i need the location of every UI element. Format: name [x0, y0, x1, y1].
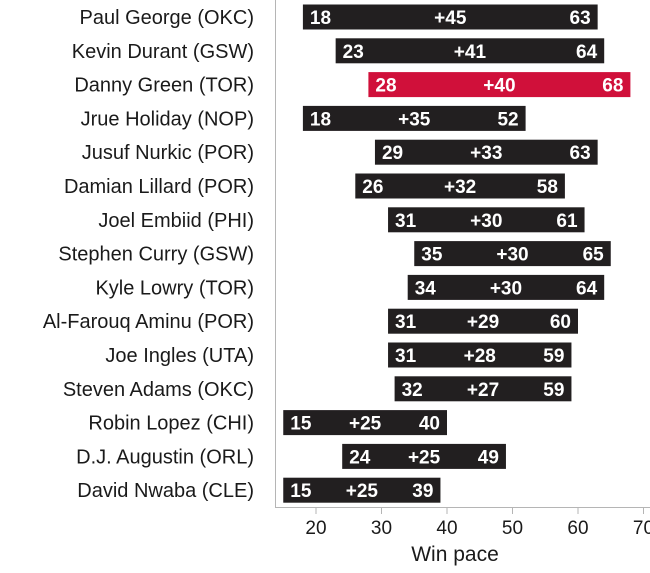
- x-tick-label: 20: [305, 518, 326, 539]
- bar-start-value: 15: [290, 414, 312, 435]
- player-label: Kyle Lowry (TOR): [95, 277, 254, 299]
- bar-difference-value: +30: [496, 245, 528, 266]
- x-axis-title: Win pace: [411, 543, 499, 566]
- range-bar: [414, 241, 611, 267]
- bar-end-value: 58: [537, 177, 558, 198]
- bar-end-value: 60: [550, 312, 571, 333]
- range-bar: [388, 308, 578, 334]
- player-label: Paul George (OKC): [79, 7, 254, 29]
- player-label: D.J. Augustin (ORL): [76, 446, 254, 468]
- range-bar: [388, 207, 585, 233]
- x-axis-ticks: 20 30 40 50 60 70: [305, 508, 650, 539]
- player-label: Joel Embiid (PHI): [98, 210, 254, 232]
- bar-end-value: 59: [543, 380, 564, 401]
- bar-end-value: 63: [570, 8, 591, 29]
- bar-difference-value: +25: [346, 481, 379, 502]
- player-label: Robin Lopez (CHI): [88, 413, 254, 435]
- bar-start-value: 29: [382, 143, 403, 164]
- bar-start-value: 35: [421, 245, 443, 266]
- bar-start-value: 26: [362, 177, 383, 198]
- bar-start-value: 18: [310, 109, 331, 130]
- player-label: Joe Ingles (UTA): [105, 345, 254, 367]
- player-label: Steven Adams (OKC): [63, 379, 254, 401]
- bar-difference-value: +40: [483, 76, 515, 97]
- bar-start-value: 31: [395, 346, 417, 367]
- bar-start-value: 23: [343, 42, 364, 63]
- bar-end-value: 64: [576, 42, 598, 63]
- x-tick-label: 30: [371, 518, 392, 539]
- bar-difference-value: +29: [467, 312, 499, 333]
- axes: [275, 0, 650, 508]
- bar-difference-value: +25: [408, 447, 441, 468]
- bar-start-value: 28: [375, 76, 396, 97]
- x-tick-label: 60: [567, 518, 588, 539]
- bar-end-value: 64: [576, 278, 598, 299]
- bar-start-value: 24: [349, 447, 371, 468]
- bar-difference-value: +25: [349, 414, 382, 435]
- range-bar: [335, 38, 605, 64]
- bar-difference-value: +32: [444, 177, 476, 198]
- player-label: Damian Lillard (POR): [64, 176, 254, 198]
- bar-difference-value: +30: [490, 278, 522, 299]
- x-tick-label: 40: [436, 518, 457, 539]
- player-label: David Nwaba (CLE): [77, 480, 254, 502]
- range-bar: [283, 410, 447, 436]
- bar-difference-value: +27: [467, 380, 499, 401]
- range-bar-highlighted: [368, 72, 631, 98]
- bar-difference-value: +41: [454, 42, 487, 63]
- range-bar: [394, 376, 572, 402]
- x-tick-label: 70: [633, 518, 650, 539]
- x-tick-label: 50: [502, 518, 523, 539]
- bar-start-value: 31: [395, 211, 417, 232]
- range-bar: [302, 4, 598, 30]
- range-bar: [407, 274, 605, 300]
- bar-difference-value: +30: [470, 211, 502, 232]
- bar-start-value: 15: [290, 481, 312, 502]
- bar-end-value: 61: [556, 211, 578, 232]
- player-label: Jusuf Nurkic (POR): [82, 142, 254, 164]
- bar-end-value: 63: [570, 143, 591, 164]
- bar-difference-value: +45: [434, 8, 467, 29]
- player-label: Kevin Durant (GSW): [72, 41, 254, 63]
- bar-difference-value: +28: [464, 346, 496, 367]
- player-label: Stephen Curry (GSW): [58, 244, 254, 266]
- player-label: Al-Farouq Aminu (POR): [43, 311, 254, 333]
- bar-end-value: 65: [583, 245, 605, 266]
- bar-start-value: 31: [395, 312, 417, 333]
- range-bar: [342, 443, 506, 469]
- bar-end-value: 49: [478, 447, 499, 468]
- bar-difference-value: +33: [470, 143, 502, 164]
- range-bar: [302, 105, 526, 131]
- range-bar: [374, 139, 598, 165]
- bar-end-value: 68: [602, 76, 623, 97]
- bar-end-value: 52: [497, 109, 518, 130]
- range-bars: 18 +45 63 23 +41 64 28 +40 68 18 +35 52 29 +33 63 26 +32…: [283, 4, 631, 503]
- bar-start-value: 18: [310, 8, 331, 29]
- player-label: Danny Green (TOR): [74, 75, 254, 97]
- bar-end-value: 59: [543, 346, 564, 367]
- bar-end-value: 40: [419, 414, 440, 435]
- range-bar: [355, 173, 565, 199]
- player-label: Jrue Holiday (NOP): [81, 108, 254, 130]
- player-labels: Paul George (OKC) Kevin Durant (GSW) Danny…: [43, 7, 254, 502]
- range-bar: [388, 342, 572, 368]
- bar-start-value: 32: [402, 380, 423, 401]
- bar-difference-value: +35: [398, 109, 431, 130]
- bar-end-value: 39: [412, 481, 433, 502]
- bar-start-value: 34: [415, 278, 437, 299]
- range-bar: [283, 477, 441, 503]
